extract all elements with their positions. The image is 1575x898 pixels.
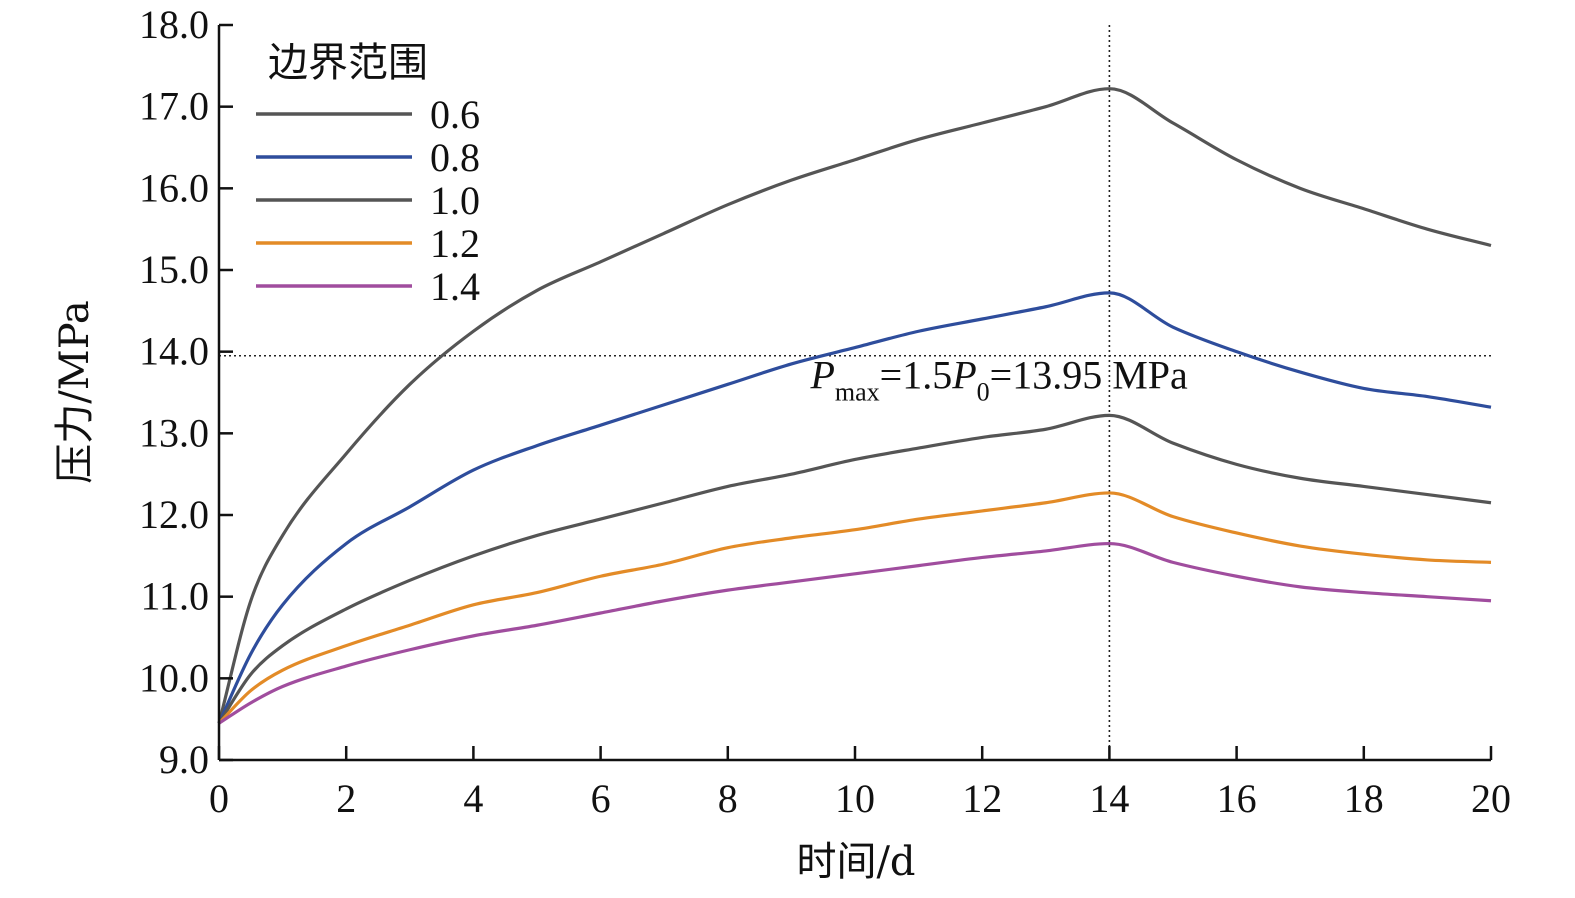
- pmax-annotation: Pmax=1.5P0=13.95 MPa: [809, 352, 1188, 406]
- x-axis-label: 时间/d: [796, 839, 915, 885]
- series-line-0_8: [217, 291, 1492, 724]
- y-tick-label: 12.0: [139, 492, 209, 537]
- legend-label: 0.8: [430, 135, 480, 180]
- x-tick-label: 12: [962, 776, 1002, 821]
- y-axis-label: 压力/MPa: [52, 300, 98, 483]
- series-lines: [217, 87, 1492, 725]
- x-tick-label: 18: [1344, 776, 1384, 821]
- x-tick-label: 16: [1217, 776, 1257, 821]
- x-tick-label: 2: [336, 776, 356, 821]
- y-tick-label: 17.0: [139, 84, 209, 129]
- y-tick-label: 18.0: [139, 2, 209, 47]
- anno-p0: P: [951, 352, 976, 397]
- x-tick-label: 20: [1471, 776, 1511, 821]
- x-tick-label: 10: [835, 776, 875, 821]
- legend-label: 0.6: [430, 92, 480, 137]
- legend-title: 边界范围: [268, 40, 428, 86]
- x-tick-label: 4: [463, 776, 483, 821]
- x-tick-label: 0: [209, 776, 229, 821]
- anno-p: P: [809, 352, 834, 397]
- x-tick-label: 8: [718, 776, 738, 821]
- anno-mid: =1.5: [880, 352, 953, 397]
- x-tick-label: 6: [591, 776, 611, 821]
- anno-tail: =13.95 MPa: [990, 352, 1188, 397]
- anno-sub-max: max: [835, 377, 880, 406]
- series-line-1_4: [218, 541, 1492, 725]
- y-tick-label: 9.0: [159, 737, 209, 782]
- annotation: Pmax=1.5P0=13.95 MPa: [809, 352, 1188, 406]
- y-tick-label: 11.0: [140, 574, 209, 619]
- x-tick-label: 14: [1089, 776, 1129, 821]
- ticks: 0 2 4 6 8 10 12 14 16 18 20 9.0 10.0 11.0 12.0 13.0 14.0…: [139, 2, 1511, 821]
- legend-label: 1.0: [430, 178, 480, 223]
- series-line-1_0: [217, 413, 1492, 725]
- anno-sub-zero: 0: [977, 377, 990, 406]
- y-tick-label: 16.0: [139, 165, 209, 210]
- legend-label: 1.4: [430, 264, 480, 309]
- reference-lines: [219, 25, 1491, 760]
- y-tick-label: 13.0: [139, 410, 209, 455]
- legend-label: 1.2: [430, 221, 480, 266]
- y-tick-label: 10.0: [139, 655, 209, 700]
- series-line-0_6: [217, 87, 1492, 724]
- series-line-1_2: [217, 491, 1492, 725]
- y-tick-label: 14.0: [139, 329, 209, 374]
- y-tick-label: 15.0: [139, 247, 209, 292]
